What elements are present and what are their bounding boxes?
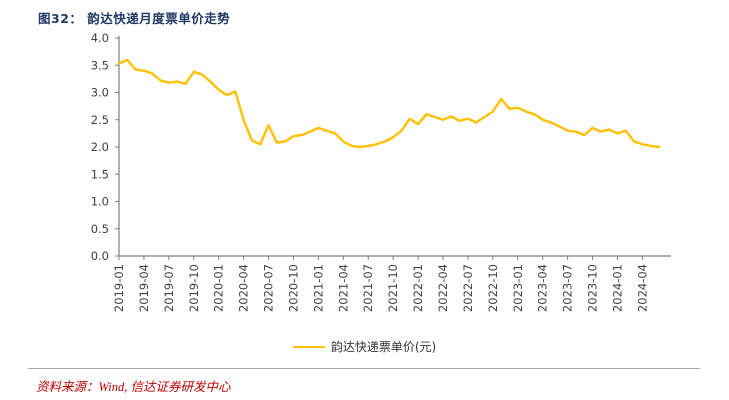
y-tick-label: 0.5 (91, 222, 109, 236)
legend-label: 韵达快递票单价(元) (330, 340, 437, 354)
x-tick-label: 2020-07 (262, 264, 276, 312)
chart-legend: 韵达快递票单价(元) (0, 338, 729, 355)
x-tick-label: 2023-07 (561, 264, 575, 312)
y-tick-label: 0.0 (91, 249, 109, 263)
x-tick-label: 2019-07 (162, 264, 176, 312)
x-tick-label: 2022-04 (436, 264, 450, 312)
x-tick-label: 2020-04 (237, 264, 251, 312)
line-chart-svg: 0.0 0.5 1.0 1.5 2.0 2.5 3.0 3.5 4.0 2019-01 2019-0… (91, 31, 671, 312)
x-tick-label: 2021-07 (361, 264, 375, 312)
legend-line-swatch (292, 345, 325, 348)
x-tick-label: 2023-04 (536, 264, 550, 312)
x-tick-label: 2019-01 (112, 264, 126, 312)
x-tick-label: 2023-10 (586, 264, 600, 312)
x-tick-label: 2022-10 (486, 264, 500, 312)
x-tick-label: 2023-01 (511, 264, 525, 312)
x-tick-label: 2019-10 (187, 264, 201, 312)
x-tick-label: 2020-10 (286, 264, 300, 312)
x-tick-label: 2022-01 (411, 264, 425, 312)
y-tick-label: 1.5 (91, 167, 109, 181)
figure-title: 图32： 韵达快递月度票单价走势 (38, 11, 231, 26)
price-line (117, 58, 661, 149)
y-tick-label: 2.0 (91, 140, 109, 154)
x-tick-label: 2022-07 (461, 264, 475, 312)
chart-area: 0.0 0.5 1.0 1.5 2.0 2.5 3.0 3.5 4.0 2019-01 2019-0… (14, 28, 714, 336)
y-tick-label: 3.0 (91, 86, 109, 100)
x-tick-label: 2021-10 (386, 264, 400, 312)
x-tick-label: 2020-01 (212, 264, 226, 312)
footer-divider (28, 368, 700, 369)
y-tick-label: 1.0 (91, 195, 109, 209)
x-tick-label: 2021-01 (311, 264, 325, 312)
source-note: 资料来源：Wind, 信达证券研发中心 (36, 380, 231, 394)
y-tick-label: 4.0 (91, 31, 109, 45)
x-tick-label: 2021-04 (336, 264, 350, 312)
y-tick-label: 2.5 (91, 113, 109, 127)
y-tick-label: 3.5 (91, 58, 109, 72)
x-tick-label: 2019-04 (137, 264, 151, 312)
x-tick-label: 2024-04 (635, 264, 649, 312)
x-tick-label: 2024-01 (610, 264, 624, 312)
